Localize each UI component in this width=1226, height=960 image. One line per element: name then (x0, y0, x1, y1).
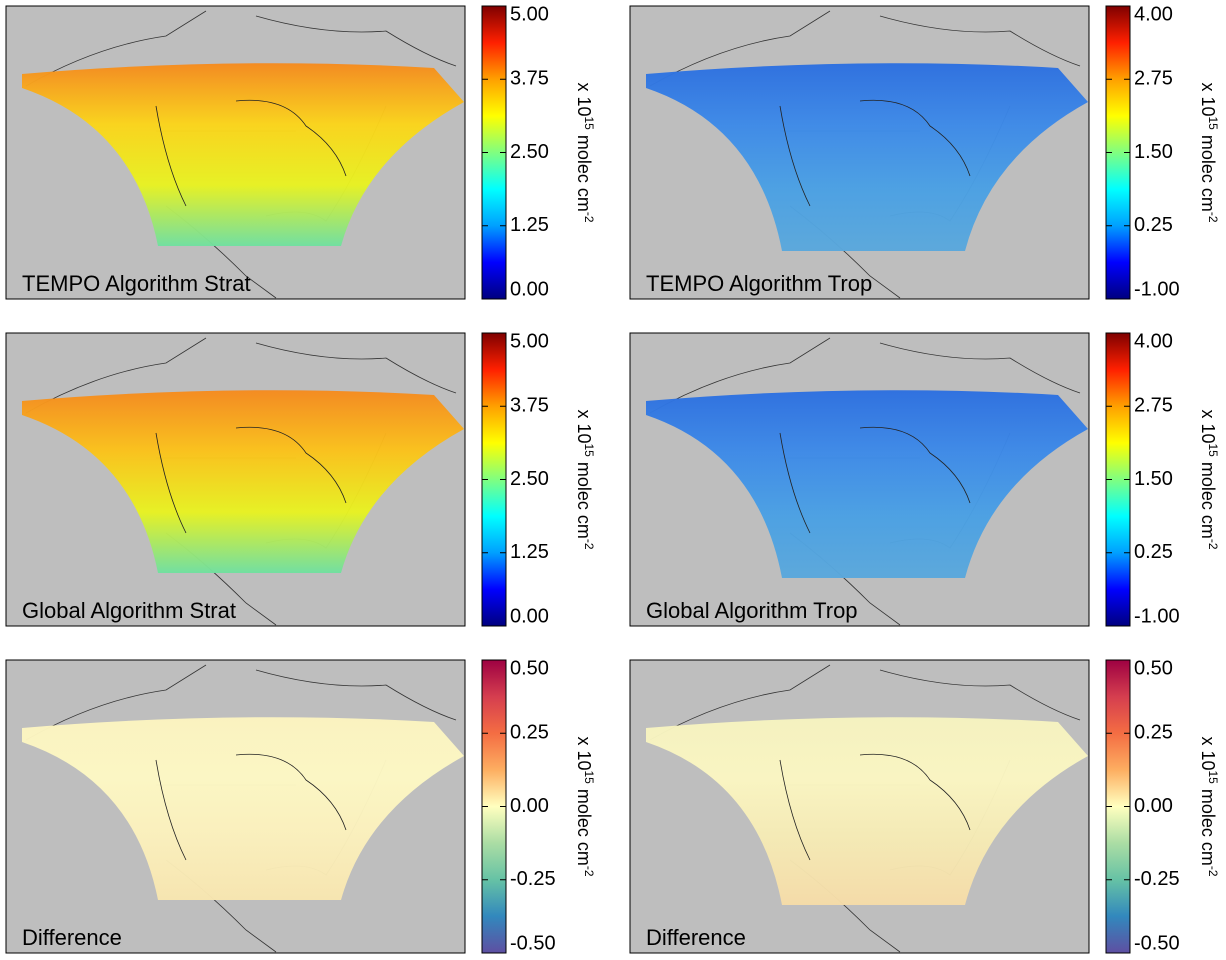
colorbar-tick-label: -0.50 (1134, 932, 1180, 954)
swath (22, 390, 464, 573)
unit-exponent: 15 (1206, 443, 1220, 457)
panel: Difference 0.50 0.25 0.00 -0.25 -0.50 x 1015 m… (5, 657, 596, 954)
colorbar-tick-label: -1.00 (1134, 605, 1180, 627)
panel-title: TEMPO Algorithm Trop (646, 271, 872, 296)
colorbar-unit: x 1015 molec cm-2 (1198, 736, 1220, 876)
coastline (155, 753, 347, 861)
coastline (155, 99, 347, 207)
unit-exponent: -2 (1206, 212, 1220, 223)
swath (646, 63, 1088, 252)
unit-exponent: -2 (1206, 866, 1220, 877)
colorbar-tick-label: 2.50 (510, 468, 549, 490)
colorbar-tick-label: 0.00 (510, 278, 549, 300)
panel-title: TEMPO Algorithm Strat (22, 271, 251, 296)
colorbar-tick-label: -0.25 (510, 868, 556, 890)
colorbar-tick-label: 5.00 (510, 330, 549, 352)
unit-text: molec cm (574, 784, 594, 866)
colorbar-tick-label: 0.00 (1134, 795, 1173, 817)
colorbar-tick-label: 0.00 (510, 795, 549, 817)
unit-exponent: -2 (1206, 539, 1220, 550)
colorbar-tick-label: -1.00 (1134, 278, 1180, 300)
swath (646, 717, 1088, 905)
colorbar-tick-label: 0.25 (1134, 214, 1173, 236)
colorbar-tick-label: 0.25 (510, 722, 549, 744)
colorbar-tick-label: -0.50 (510, 932, 556, 954)
panel-title: Global Algorithm Strat (22, 598, 236, 623)
panel: Difference 0.50 0.25 0.00 -0.25 -0.50 x 1015 m… (629, 657, 1220, 954)
colorbar-tick-label: 3.75 (510, 68, 549, 90)
coastline (155, 426, 347, 534)
swath (646, 390, 1088, 578)
colorbar-tick-label: 0.50 (1134, 657, 1173, 679)
unit-exponent: 15 (1206, 116, 1220, 130)
unit-exponent: -2 (582, 539, 596, 550)
unit-text: x 10 (574, 82, 594, 116)
unit-text: molec cm (1198, 457, 1218, 539)
unit-exponent: 15 (582, 116, 596, 130)
unit-text: x 10 (574, 736, 594, 770)
coastline (779, 426, 971, 534)
panel-title: Difference (22, 925, 122, 950)
colorbar-tick-label: 1.25 (510, 541, 549, 563)
unit-text: molec cm (1198, 130, 1218, 212)
colorbar-tick-label: 1.50 (1134, 468, 1173, 490)
colorbar-tick-label: 2.50 (510, 141, 549, 163)
unit-exponent: -2 (582, 212, 596, 223)
colorbar-tick-label: 0.25 (1134, 541, 1173, 563)
unit-text: x 10 (1198, 409, 1218, 443)
panel: TEMPO Algorithm Trop 4.00 2.75 1.50 0.25 -1.0… (629, 3, 1220, 300)
colorbar-tick-label: 5.00 (510, 3, 549, 25)
swath (22, 63, 464, 247)
unit-text: x 10 (574, 409, 594, 443)
panel: TEMPO Algorithm Strat 5.00 3.75 2.50 1.25 0.0… (5, 3, 596, 300)
unit-text: molec cm (1198, 784, 1218, 866)
colorbar-tick-label: 1.25 (510, 214, 549, 236)
colorbar-tick-label: 3.75 (510, 395, 549, 417)
colorbar-tick-label: 2.75 (1134, 395, 1173, 417)
unit-text: molec cm (574, 130, 594, 212)
colorbar-tick-label: 1.50 (1134, 141, 1173, 163)
unit-text: x 10 (1198, 736, 1218, 770)
colorbar-unit: x 1015 molec cm-2 (574, 736, 596, 876)
colorbar-tick-label: 4.00 (1134, 3, 1173, 25)
colorbar-tick-label: 2.75 (1134, 68, 1173, 90)
swath (22, 717, 464, 900)
unit-text: x 10 (1198, 82, 1218, 116)
coastline (779, 99, 971, 207)
unit-exponent: 15 (1206, 770, 1220, 784)
unit-exponent: 15 (582, 443, 596, 457)
coastline (779, 753, 971, 861)
panel: Global Algorithm Trop 4.00 2.75 1.50 0.25 -1.… (629, 330, 1220, 627)
panel: Global Algorithm Strat 5.00 3.75 2.50 1.25 0.… (5, 330, 596, 627)
unit-exponent: 15 (582, 770, 596, 784)
colorbar-unit: x 1015 molec cm-2 (1198, 409, 1220, 549)
colorbar-tick-label: -0.25 (1134, 868, 1180, 890)
unit-text: molec cm (574, 457, 594, 539)
unit-exponent: -2 (582, 866, 596, 877)
colorbar-tick-label: 0.25 (1134, 722, 1173, 744)
panel-title: Global Algorithm Trop (646, 598, 858, 623)
colorbar-unit: x 1015 molec cm-2 (574, 409, 596, 549)
colorbar-tick-label: 0.00 (510, 605, 549, 627)
colorbar-tick-label: 0.50 (510, 657, 549, 679)
colorbar-unit: x 1015 molec cm-2 (574, 82, 596, 222)
panel-title: Difference (646, 925, 746, 950)
colorbar-tick-label: 4.00 (1134, 330, 1173, 352)
colorbar-unit: x 1015 molec cm-2 (1198, 82, 1220, 222)
